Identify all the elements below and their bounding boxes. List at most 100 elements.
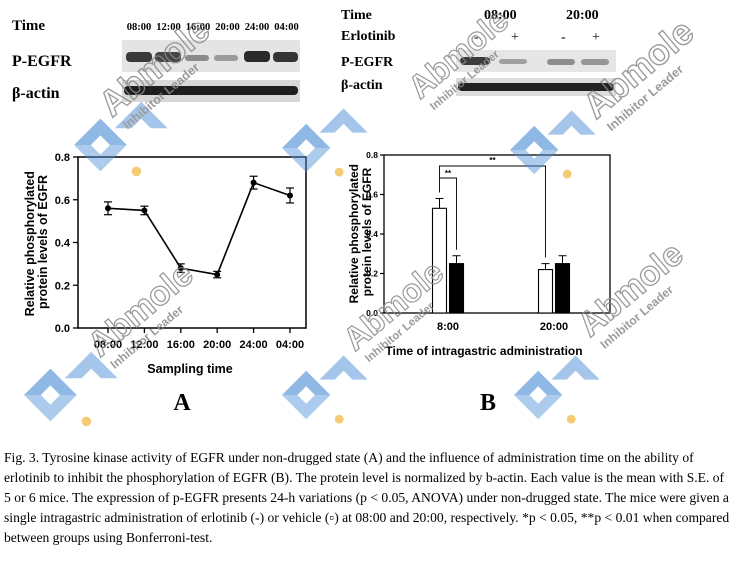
chart-b-ytick-label: 0.0 <box>366 308 378 318</box>
blot-b-row-actin: β-actin <box>341 78 383 93</box>
chart-b-significance-label: ** <box>489 156 496 165</box>
chart-a-plot-frame <box>77 156 307 329</box>
blot-a-time-labels: 08:00 12:00 16:00 20:00 24:00 04:00 <box>127 22 299 33</box>
chart-b-xtick-label: 20:00 <box>540 321 568 333</box>
watermark-chevron <box>551 355 600 380</box>
blot-a: Time 08:00 12:00 16:00 20:00 24:00 04:00 P-EG… <box>12 18 300 102</box>
watermark-dot <box>566 414 576 424</box>
blot-b-pegfr-bands <box>460 57 609 65</box>
chart-b-ytick-label: 0.8 <box>366 150 378 160</box>
chart-b-bracket <box>439 165 546 258</box>
chart-b: 0.0 0.2 0.4 0.6 0.8 8:00 20:00 ** ** Time of i… <box>347 150 611 416</box>
chart-b-x-axis: 8:00 20:00 <box>437 321 568 333</box>
blot-a-row-actin: β-actin <box>12 85 60 102</box>
chart-a-ylabel: Relative phosphorylated protein levels o… <box>23 168 50 317</box>
chart-b-bar <box>554 263 571 314</box>
watermark-logo <box>510 110 596 179</box>
watermark-logo <box>74 101 168 177</box>
chart-a-point <box>287 192 293 199</box>
watermark-logo <box>24 351 118 427</box>
chart-a-xtick-label: 20:00 <box>203 339 231 351</box>
chart-a-ylabel-line1: Relative phosphorylated <box>23 171 37 316</box>
watermark-chevron <box>74 118 127 145</box>
chart-b-ylabel: Relative phosphorylated protein levels o… <box>347 161 374 304</box>
watermark-chevron <box>282 395 331 420</box>
watermark-chevron <box>24 368 77 395</box>
watermark-chevron <box>514 395 563 420</box>
chart-b-ylabel-line2: protein levels of EGFR <box>360 167 374 296</box>
chart-a-x-axis: 08:00 12:00 16:00 20:00 24:00 04:00 <box>94 328 304 351</box>
chart-a-xlabel: Sampling time <box>147 362 232 376</box>
watermark-dot <box>562 169 572 179</box>
watermark-dot <box>334 414 344 424</box>
blot-b-actin-band <box>458 83 614 91</box>
panel-letter-b: B <box>480 390 496 416</box>
watermark-dot <box>131 166 142 177</box>
chart-b-significance-label: ** <box>445 169 452 178</box>
watermark-chevron <box>24 395 77 422</box>
watermark-logo <box>282 108 368 177</box>
blot-a-time-3: 20:00 <box>215 22 240 33</box>
chart-b-xlabel: Time of intragastric administration <box>385 344 582 358</box>
blot-b-mark-3: + <box>592 30 600 45</box>
blot-a-row-pegfr: P-EGFR <box>12 53 72 70</box>
watermark-chevron <box>510 150 559 175</box>
chart-b-y-axis: 0.0 0.2 0.4 0.6 0.8 <box>366 150 384 318</box>
blot-b-mark-0: - <box>474 30 479 45</box>
chart-a-y-axis: 0.0 0.2 0.4 0.6 0.8 <box>55 152 78 335</box>
watermark-chevron <box>319 355 368 380</box>
chart-b-ytick-label: 0.6 <box>366 190 378 200</box>
watermark-chevron <box>510 125 559 150</box>
chart-a-xtick-label: 16:00 <box>167 339 195 351</box>
blot-b-treatment-label: Erlotinib <box>341 29 396 44</box>
chart-a-point <box>214 271 221 278</box>
watermark-chevron <box>319 108 368 133</box>
chart-a-series-line <box>107 181 291 276</box>
blot-a-actin-band <box>124 86 298 95</box>
chart-a-point <box>105 205 111 212</box>
band <box>244 51 270 62</box>
watermark-chevron <box>114 101 168 129</box>
chart-b-ytick-label: 0.2 <box>366 269 378 279</box>
band <box>273 52 298 62</box>
band <box>155 52 181 62</box>
figure-caption: Fig. 3. Tyrosine kinase activity of EGFR… <box>4 450 730 545</box>
band <box>460 57 490 65</box>
chart-b-significance: ** ** <box>439 156 546 258</box>
watermark-chevron <box>514 370 563 395</box>
chart-a-xtick-label: 24:00 <box>240 339 268 351</box>
watermark-logo <box>514 355 600 424</box>
band <box>126 52 152 62</box>
chart-b-ylabel-line1: Relative phosphorylated <box>347 164 361 303</box>
chart-a: 0.0 0.2 0.4 0.6 0.8 08:00 12:00 16:00 20:00 24:0… <box>23 152 307 416</box>
blot-b-mark-1: + <box>511 30 519 45</box>
chart-a-xtick-label: 12:00 <box>130 339 158 351</box>
watermark-chevron <box>74 145 127 172</box>
chart-b-ytick-label: 0.4 <box>366 229 378 239</box>
blot-a-time-1: 12:00 <box>156 22 181 33</box>
watermark-chevron <box>282 123 331 148</box>
blot-b-time-label: Time <box>341 8 372 23</box>
band <box>185 55 209 61</box>
blot-b-time-0: 08:00 <box>484 8 517 23</box>
chart-a-xtick-label: 04:00 <box>276 339 304 351</box>
blot-a-time-0: 08:00 <box>127 22 152 33</box>
chart-b-bracket <box>439 177 457 250</box>
blot-a-time-4: 24:00 <box>245 22 270 33</box>
blot-b-pegfr-strip <box>456 50 616 72</box>
blot-b: Time 08:00 20:00 Erlotinib - + - + P-EGF… <box>341 8 616 96</box>
blot-b-time-1: 20:00 <box>566 8 599 23</box>
chart-a-series <box>104 175 294 279</box>
watermark-dot <box>334 167 344 177</box>
watermark-chevron <box>547 110 596 135</box>
band <box>499 59 527 64</box>
band <box>581 59 609 65</box>
chart-a-ylabel-line2: protein levels of EGFR <box>36 175 50 309</box>
chart-a-xtick-label: 08:00 <box>94 339 122 351</box>
chart-a-ytick-label: 0.4 <box>55 238 71 250</box>
chart-b-series <box>431 197 571 314</box>
chart-a-ytick-label: 0.0 <box>55 323 70 335</box>
chart-b-bar <box>537 268 554 314</box>
chart-a-point <box>177 265 184 272</box>
blot-a-time-2: 16:00 <box>186 22 211 33</box>
